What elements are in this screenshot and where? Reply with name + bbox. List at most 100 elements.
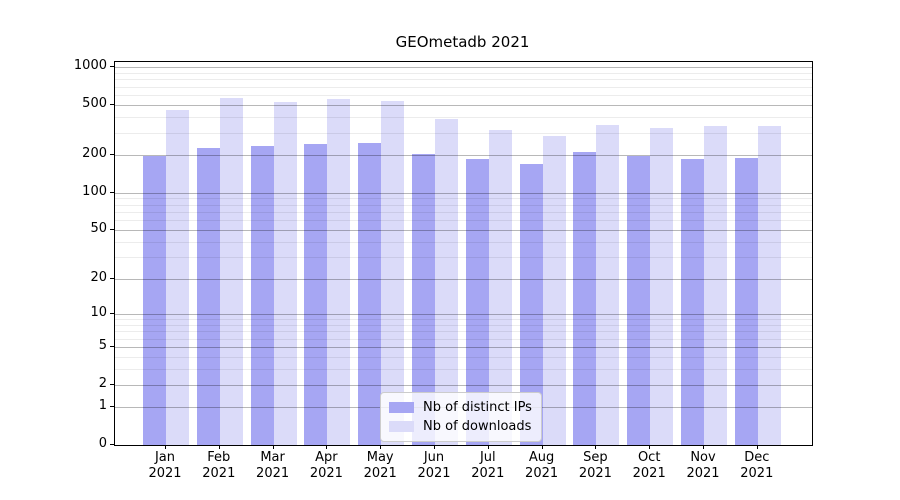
y-tick-label: 2 bbox=[98, 375, 107, 391]
bar-downloads bbox=[219, 98, 243, 445]
bar-downloads bbox=[381, 101, 405, 445]
bar-downloads bbox=[166, 110, 189, 445]
x-tick-label: Aug 2021 bbox=[525, 450, 559, 481]
y-tick-mark bbox=[110, 444, 114, 445]
y-tick-mark bbox=[110, 104, 114, 106]
minor-gridline bbox=[115, 324, 812, 326]
bar-distinct-ips bbox=[681, 158, 704, 445]
bar-downloads bbox=[757, 125, 781, 445]
minor-gridline bbox=[115, 132, 812, 134]
y-tick-label: 50 bbox=[90, 221, 107, 236]
y-tick-label: 20 bbox=[90, 269, 107, 285]
bar-distinct-ips bbox=[465, 158, 489, 445]
x-tick-label: Oct 2021 bbox=[632, 450, 666, 481]
x-tick-label: Jan 2021 bbox=[148, 450, 182, 481]
bar-downloads bbox=[596, 125, 620, 445]
bar-distinct-ips bbox=[304, 144, 328, 445]
x-tick-label: Apr 2021 bbox=[309, 450, 343, 481]
x-tick-label: Mar 2021 bbox=[256, 450, 290, 481]
x-tick-mark bbox=[703, 445, 704, 449]
y-tick-label: 200 bbox=[82, 146, 107, 161]
minor-gridline bbox=[115, 369, 812, 371]
minor-gridline bbox=[115, 95, 812, 97]
x-tick-label: Nov 2021 bbox=[686, 450, 720, 481]
bar-distinct-ips bbox=[519, 163, 543, 445]
legend-swatch-distinct-ips bbox=[389, 402, 414, 413]
x-tick-mark bbox=[487, 445, 489, 449]
bar-distinct-ips bbox=[734, 158, 758, 445]
bar-distinct-ips bbox=[358, 142, 382, 445]
bar-downloads bbox=[488, 130, 512, 445]
y-tick-mark bbox=[110, 383, 114, 385]
y-tick-label: 1 bbox=[98, 398, 107, 414]
y-tick-label: 100 bbox=[82, 183, 107, 199]
x-tick-mark bbox=[649, 445, 651, 449]
bar-distinct-ips bbox=[573, 152, 597, 445]
minor-gridline bbox=[115, 204, 812, 206]
y-tick-mark bbox=[110, 277, 114, 279]
y-tick-label: 1000 bbox=[73, 58, 107, 74]
minor-gridline bbox=[115, 198, 812, 200]
x-tick-label: Dec 2021 bbox=[740, 450, 774, 481]
major-gridline bbox=[115, 313, 812, 315]
legend-label-distinct-ips: Nb of distinct IPs bbox=[423, 400, 532, 415]
x-tick-mark bbox=[272, 445, 274, 449]
minor-gridline bbox=[115, 331, 812, 333]
plot-area: Nb of distinct IPs Nb of downloads bbox=[114, 61, 813, 446]
bar-distinct-ips bbox=[196, 147, 220, 445]
legend-item-distinct-ips: Nb of distinct IPs bbox=[389, 398, 532, 417]
minor-gridline bbox=[115, 319, 812, 321]
minor-gridline bbox=[115, 73, 812, 74]
x-tick-label: Feb 2021 bbox=[202, 450, 236, 481]
y-tick-label: 500 bbox=[82, 96, 107, 112]
bar-distinct-ips bbox=[250, 145, 274, 445]
minor-gridline bbox=[115, 211, 812, 213]
x-tick-mark bbox=[218, 445, 220, 449]
y-tick-mark bbox=[110, 346, 114, 347]
x-tick-mark bbox=[380, 445, 382, 449]
major-gridline bbox=[115, 347, 812, 348]
minor-gridline bbox=[115, 79, 812, 81]
chart-title: GEOmetadb 2021 bbox=[395, 33, 530, 51]
major-gridline bbox=[115, 105, 812, 107]
legend-swatch-downloads bbox=[389, 421, 414, 432]
minor-gridline bbox=[115, 338, 812, 340]
y-tick-mark bbox=[110, 406, 114, 408]
y-tick-mark bbox=[110, 229, 114, 230]
minor-gridline bbox=[115, 220, 812, 222]
y-tick-label: 0 bbox=[98, 436, 107, 451]
minor-gridline bbox=[115, 86, 812, 88]
bar-distinct-ips bbox=[627, 155, 651, 445]
x-tick-mark bbox=[434, 445, 435, 449]
y-tick-label: 10 bbox=[90, 304, 107, 320]
x-tick-label: Sep 2021 bbox=[578, 450, 612, 481]
y-tick-mark bbox=[110, 154, 114, 155]
bar-distinct-ips bbox=[412, 153, 435, 445]
minor-gridline bbox=[115, 357, 812, 358]
x-tick-mark bbox=[541, 445, 543, 449]
y-tick-mark bbox=[110, 191, 114, 193]
x-tick-label: May 2021 bbox=[363, 450, 397, 481]
x-tick-label: Jul 2021 bbox=[471, 450, 505, 481]
x-tick-label: Jun 2021 bbox=[417, 450, 451, 481]
major-gridline bbox=[115, 230, 812, 231]
bar-downloads bbox=[542, 136, 566, 445]
x-tick-mark bbox=[756, 445, 758, 449]
bar-downloads bbox=[273, 101, 297, 445]
minor-gridline bbox=[115, 117, 812, 119]
minor-gridline bbox=[115, 241, 812, 243]
major-gridline bbox=[115, 384, 812, 386]
y-tick-label: 5 bbox=[98, 338, 107, 353]
legend: Nb of distinct IPs Nb of downloads bbox=[380, 392, 542, 442]
bar-distinct-ips bbox=[143, 156, 166, 445]
bar-downloads bbox=[435, 119, 458, 445]
x-tick-mark bbox=[595, 445, 597, 449]
y-tick-mark bbox=[110, 66, 114, 68]
bar-downloads bbox=[650, 128, 674, 445]
major-gridline bbox=[115, 155, 812, 156]
major-gridline bbox=[115, 192, 812, 194]
major-gridline bbox=[115, 67, 812, 69]
y-tick-mark bbox=[110, 312, 114, 314]
legend-item-downloads: Nb of downloads bbox=[389, 417, 532, 436]
